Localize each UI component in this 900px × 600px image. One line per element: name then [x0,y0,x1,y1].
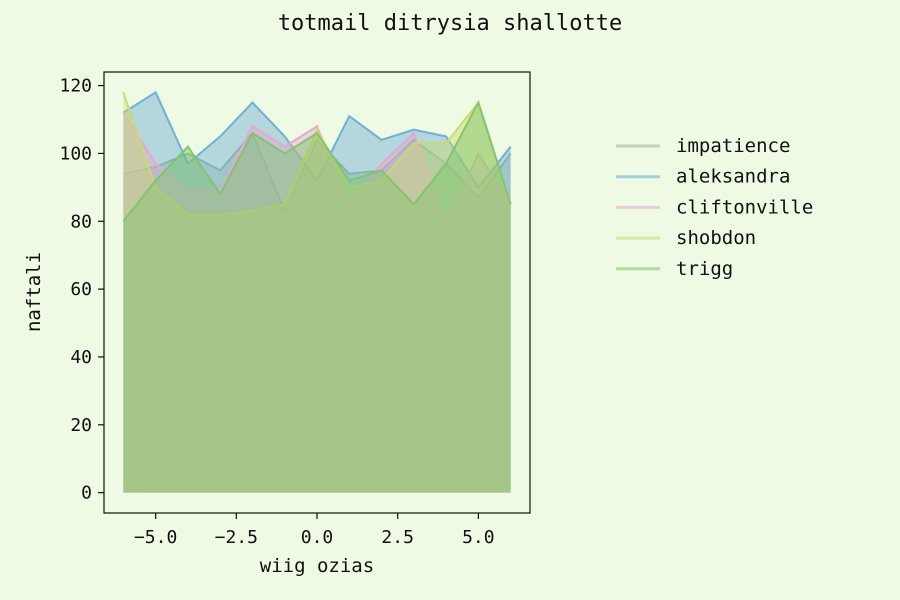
series-line-trigg [122,99,512,222]
chart-title: totmail ditrysia shallotte [278,11,622,36]
legend-label-impatience: impatience [676,135,790,157]
legend-label-shobdon: shobdon [676,227,756,249]
y-tick-label: 100 [59,143,92,164]
series-line-shobdon [122,92,512,216]
y-tick-label: 20 [70,415,92,436]
x-tick-label: −5.0 [134,527,177,548]
y-tick-label: 0 [81,483,92,504]
y-tick-label: 80 [70,211,92,232]
x-tick-label: 2.5 [381,527,414,548]
area-fill-impatience [123,133,511,493]
legend-label-aleksandra: aleksandra [676,166,790,188]
y-tick-label: 120 [59,76,92,97]
series-line-aleksandra [122,90,512,190]
area-fill-cliftonville [123,112,511,493]
area-fill-shobdon [123,92,511,493]
y-tick-label: 40 [70,347,92,368]
x-axis: −5.0 −2.5 0.0 2.5 5.0 [134,513,495,548]
area-fill-trigg [123,102,511,493]
legend-label-trigg: trigg [676,258,733,280]
series-line-cliftonville [122,112,512,228]
x-tick-label: 5.0 [462,527,495,548]
area-series-group [122,90,512,493]
y-axis-label: naftali [23,252,45,332]
x-tick-label: 0.0 [301,527,334,548]
legend-label-cliftonville: cliftonville [676,196,813,218]
y-axis: 0 20 40 60 80 100 120 [59,76,104,504]
legend: impatience aleksandra cliftonville shobdon t… [616,135,813,280]
x-tick-label: −2.5 [215,527,258,548]
x-axis-label: wiig ozias [260,555,374,577]
y-tick-label: 60 [70,279,92,300]
